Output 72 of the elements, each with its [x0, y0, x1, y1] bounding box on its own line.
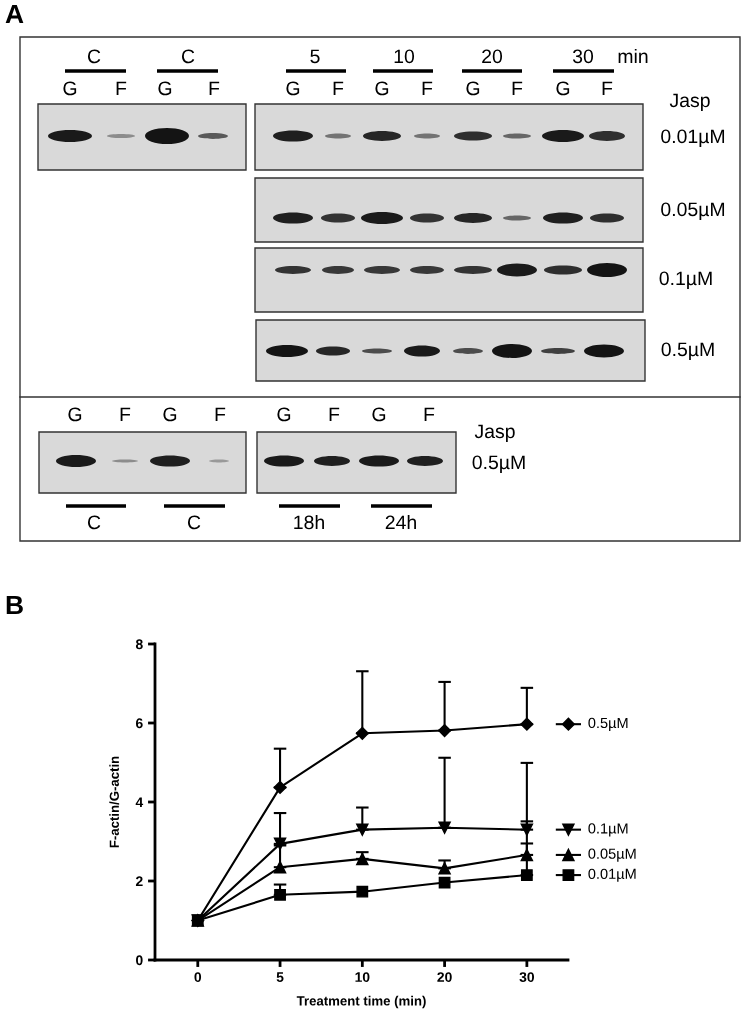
text: G	[556, 81, 570, 96]
text: 0.5µM	[472, 455, 525, 474]
text: G	[158, 81, 172, 96]
point	[438, 723, 452, 738]
y-tick-label: 8	[135, 639, 143, 650]
text: F	[329, 407, 340, 422]
x-axis-title: Treatment time (min)	[296, 995, 426, 1009]
x-tick-label: 0	[194, 972, 202, 983]
text: 0.5µM	[661, 342, 714, 361]
point	[273, 780, 287, 794]
text: 0.01µM	[661, 129, 725, 148]
legend-label: 0.05µM	[588, 848, 636, 862]
text: Jasp	[474, 424, 515, 443]
text: 24h	[385, 514, 416, 530]
point	[356, 823, 369, 836]
text: G	[63, 81, 77, 96]
x-tick-label: 20	[437, 972, 452, 983]
legend-label: 0.1µM	[588, 823, 628, 837]
x-tick-label: 10	[355, 972, 370, 983]
y-tick-label: 2	[135, 876, 143, 887]
text: C	[187, 515, 201, 530]
text: C	[87, 515, 101, 530]
point	[438, 821, 451, 834]
point	[273, 837, 287, 851]
text: 0.05µM	[661, 202, 725, 221]
chart-title: B	[6, 595, 23, 615]
x-tick-label: 5	[276, 972, 284, 983]
text: G	[372, 407, 386, 422]
point	[520, 848, 534, 862]
text: F	[422, 81, 433, 96]
point	[356, 852, 369, 866]
text: 20	[482, 49, 503, 64]
text: 10	[394, 49, 415, 64]
text: 5	[310, 49, 320, 64]
text: Jasp	[669, 93, 710, 112]
x-tick-label: 30	[519, 972, 535, 983]
text: C	[87, 49, 101, 64]
y-axis-title: F-actin/G-actin	[109, 756, 120, 848]
text: G	[68, 407, 82, 422]
text: G	[277, 407, 291, 422]
point	[355, 726, 369, 740]
text: F	[424, 407, 435, 422]
legend-label: 0.5µM	[588, 717, 628, 731]
text: F	[602, 81, 613, 96]
y-tick-label: 0	[136, 955, 143, 966]
y-tick-label: 4	[135, 797, 144, 808]
text: 18h	[294, 514, 324, 530]
text: G	[466, 81, 480, 96]
point	[520, 717, 534, 731]
text: A	[5, 4, 24, 24]
point	[273, 860, 287, 874]
point	[520, 869, 533, 881]
point	[520, 823, 534, 836]
text: 30	[572, 49, 594, 64]
point	[191, 914, 204, 927]
text: min	[618, 48, 648, 64]
text: F	[215, 407, 226, 422]
text: F	[209, 81, 220, 96]
text: F	[120, 407, 131, 422]
text: 0.1µM	[659, 271, 712, 290]
text: F	[116, 81, 127, 96]
legend-label: 0.01µM	[588, 868, 636, 882]
text: C	[181, 49, 195, 64]
text: G	[286, 81, 300, 96]
point	[274, 888, 286, 901]
text: G	[375, 81, 389, 96]
text: F	[333, 81, 344, 96]
text: G	[163, 407, 177, 422]
text: F	[512, 81, 523, 96]
y-tick-label: 6	[135, 718, 143, 729]
point	[438, 862, 451, 875]
point	[356, 885, 369, 898]
